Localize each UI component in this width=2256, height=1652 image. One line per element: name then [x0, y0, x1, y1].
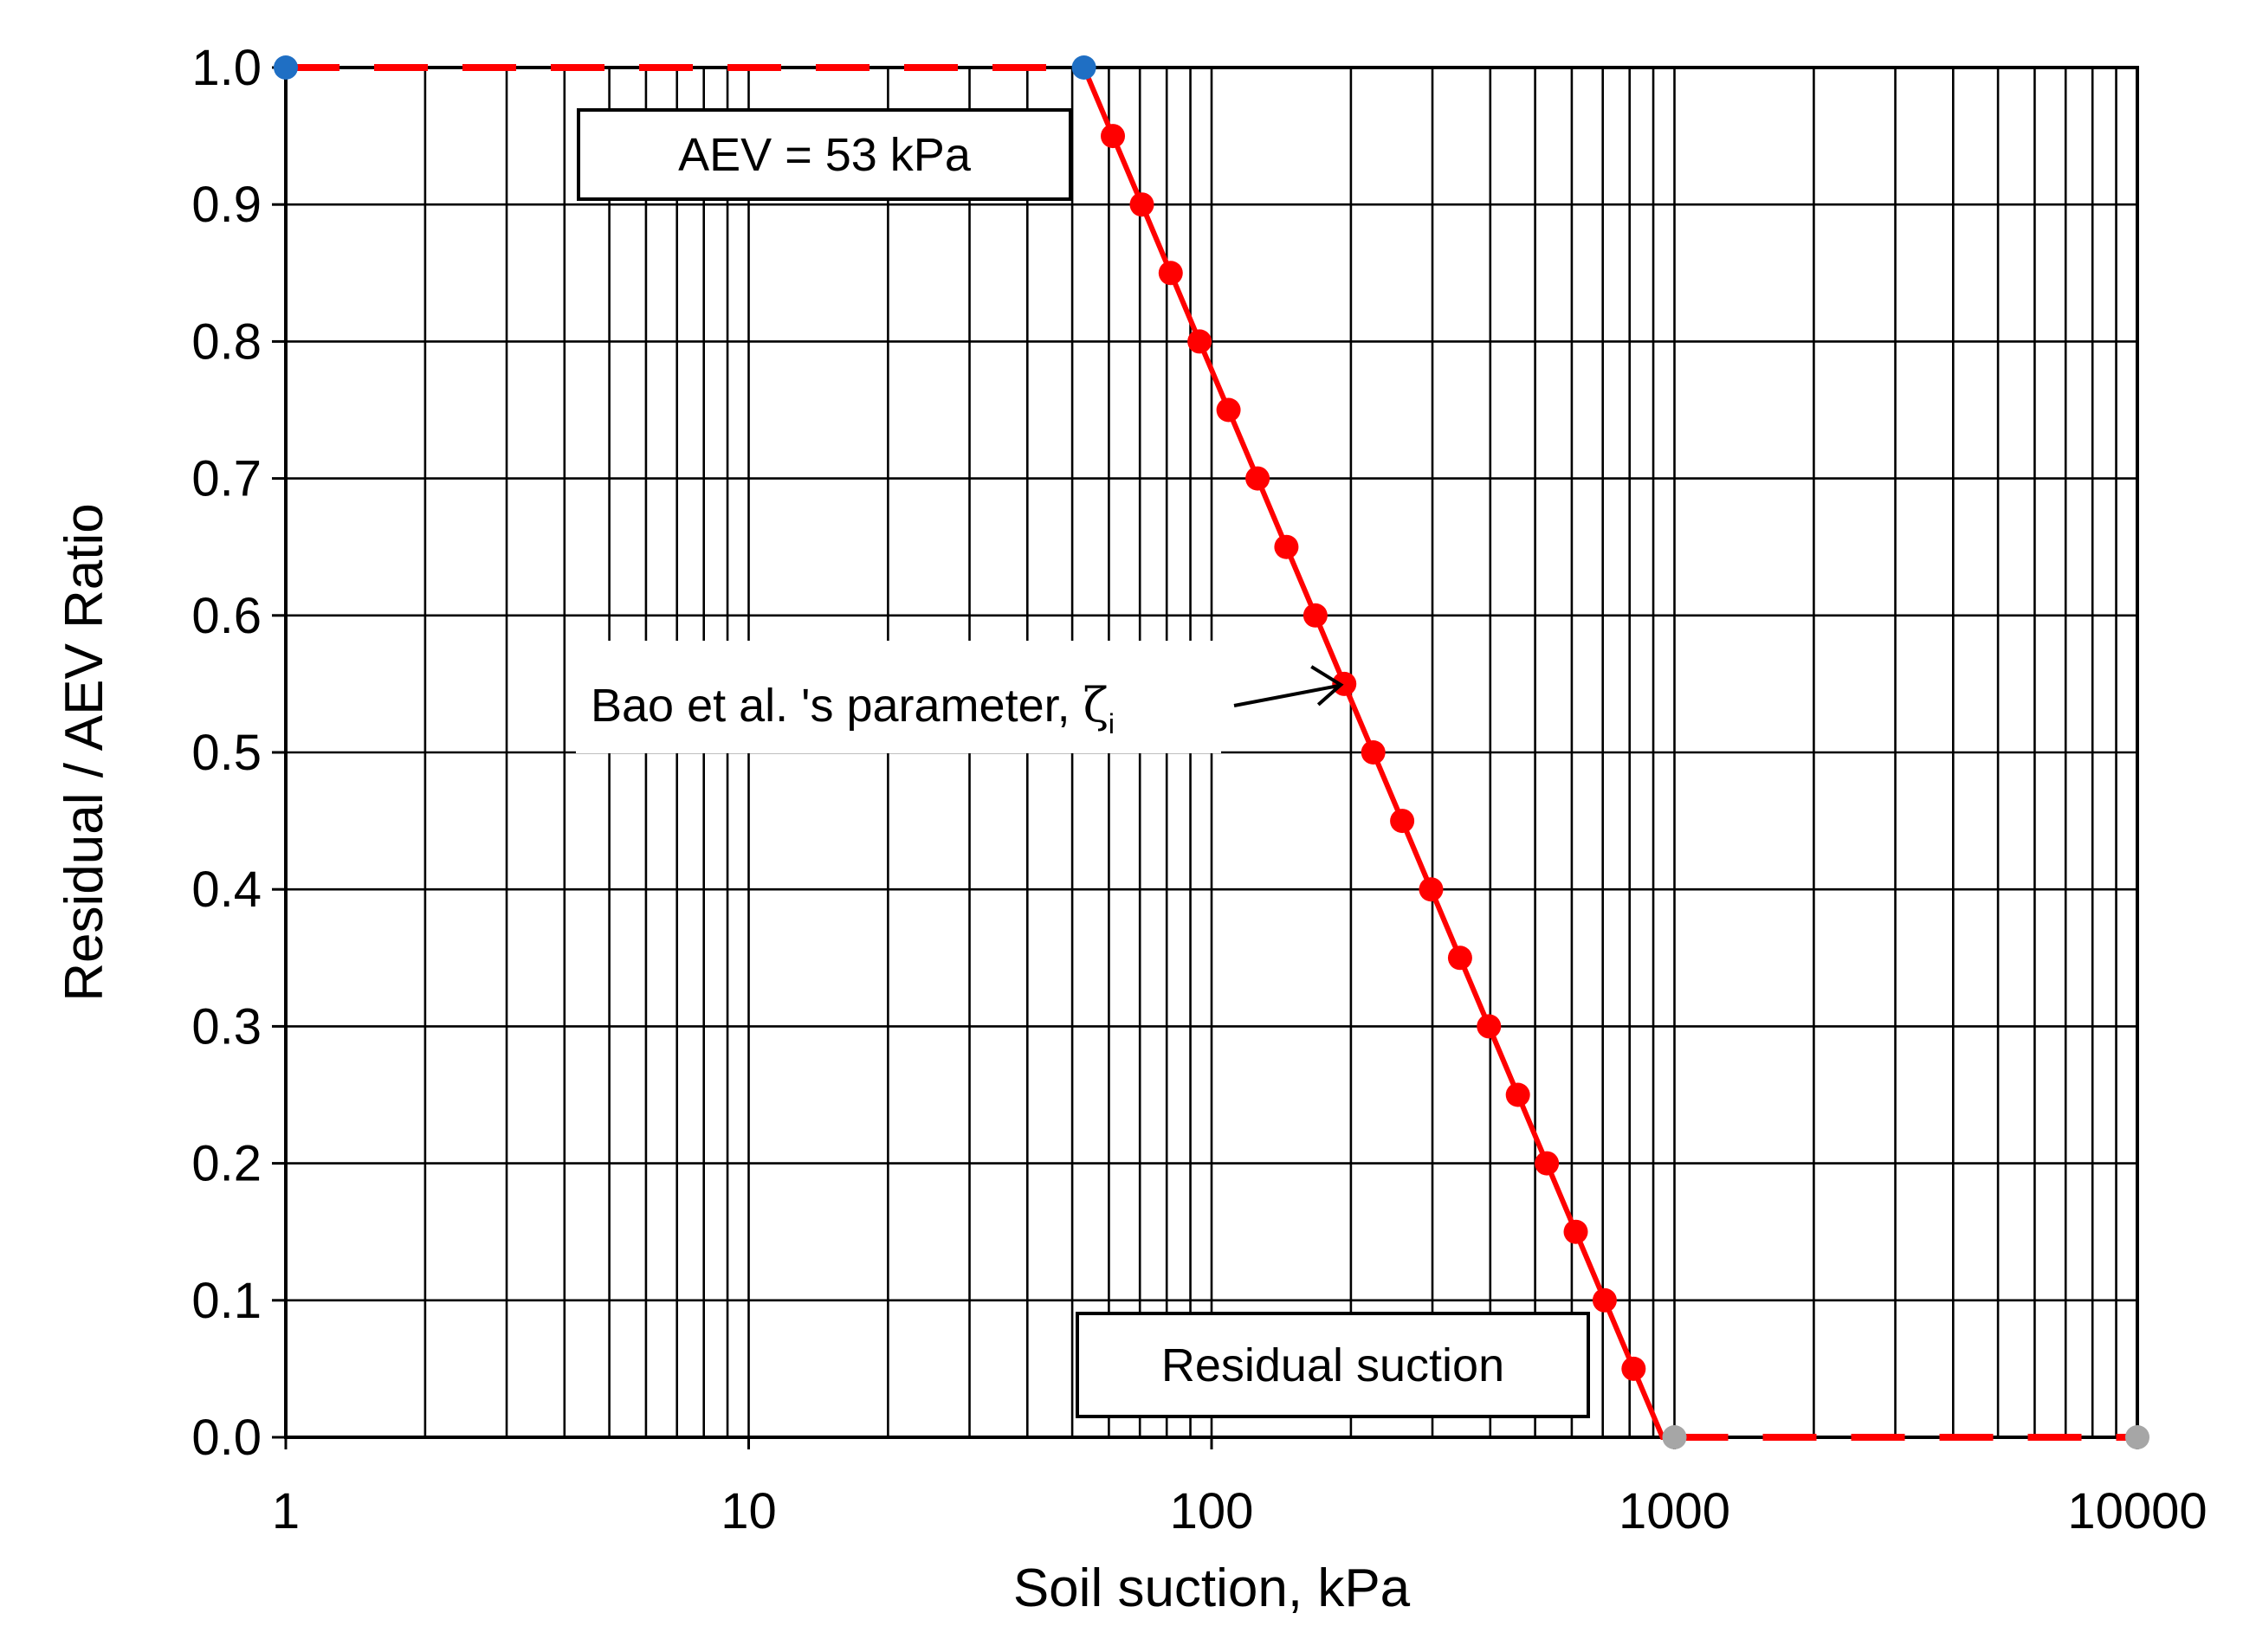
- x-tick-label: 1: [272, 1483, 300, 1539]
- x-tick-label: 10000: [2067, 1483, 2207, 1539]
- residual-annotation: Residual suction: [1076, 1312, 1590, 1418]
- residual-label: Residual suction: [1161, 1339, 1504, 1391]
- data-point: [1101, 124, 1126, 149]
- data-point: [1390, 809, 1415, 834]
- aev-label: AEV = 53 kPa: [678, 129, 972, 181]
- residual-label-box: [1076, 1312, 1590, 1418]
- data-point: [1187, 329, 1212, 354]
- series: [274, 55, 2149, 1449]
- y-tick-label: 0.0: [191, 1410, 262, 1466]
- data-point: [1662, 1425, 1687, 1449]
- data-point: [1129, 192, 1154, 217]
- y-tick-label: 1.0: [191, 40, 262, 96]
- data-point: [1505, 1082, 1530, 1107]
- x-tick-label: 10: [721, 1483, 777, 1539]
- bao-label-background: [576, 641, 1221, 753]
- bao-arrow-head: [1310, 665, 1344, 707]
- bao-arrow: [1233, 683, 1340, 707]
- y-tick-label: 0.7: [191, 451, 262, 507]
- data-point: [1303, 603, 1328, 628]
- y-tick-label: 0.8: [191, 313, 262, 370]
- x-axis-title: Soil suction, kPa: [1013, 1558, 1411, 1618]
- x-tick-label: 100: [1170, 1483, 1254, 1539]
- axes: 0.0 0.1 0.2 0.3 0.4 0.5 0.6 0.7 0.8 0.9 1.0 1 10 100 1…: [55, 40, 2208, 1618]
- data-point: [1621, 1356, 1646, 1381]
- data-point: [274, 55, 298, 80]
- data-point: [1216, 397, 1241, 423]
- data-point: [1592, 1287, 1617, 1313]
- data-point: [2125, 1425, 2149, 1449]
- y-tick-label: 0.6: [191, 588, 262, 644]
- y-tick-label: 0.9: [191, 177, 262, 233]
- data-point: [1419, 877, 1444, 902]
- data-point: [1477, 1014, 1502, 1039]
- data-point: [1245, 466, 1270, 491]
- data-point: [1332, 671, 1357, 696]
- bao-label: Bao et al. 's parameter, ζi: [591, 678, 1115, 739]
- data-point: [1535, 1151, 1560, 1176]
- data-point: [1361, 740, 1386, 765]
- y-tick-label: 0.4: [191, 861, 262, 918]
- data-point: [1563, 1219, 1588, 1244]
- data-point: [1071, 55, 1096, 80]
- aev-label-box: [577, 108, 1072, 201]
- bao-annotation: Bao et al. 's parameter, ζi: [576, 641, 1344, 753]
- y-tick-label: 0.3: [191, 998, 262, 1055]
- aev-annotation: AEV = 53 kPa: [577, 108, 1072, 201]
- data-point: [1274, 534, 1299, 559]
- data-point: [1447, 945, 1472, 971]
- y-tick-label: 0.2: [191, 1136, 262, 1192]
- y-axis-title: Residual / AEV Ratio: [55, 503, 114, 1002]
- x-tick-label: 1000: [1619, 1483, 1730, 1539]
- series-line: [1081, 66, 1675, 1440]
- y-tick-label: 0.1: [191, 1273, 262, 1329]
- data-point: [1158, 261, 1183, 286]
- y-tick-label: 0.5: [191, 725, 262, 781]
